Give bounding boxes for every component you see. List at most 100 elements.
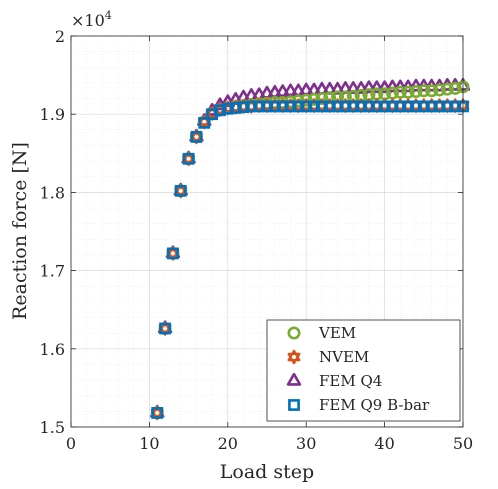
- data-point-hexagram: [182, 151, 196, 167]
- legend-marker-hexagram-part: [287, 352, 301, 365]
- data-point-square: [182, 152, 195, 165]
- data-point-square: [261, 100, 273, 113]
- data-point-square: [221, 102, 234, 115]
- x-tick-label: 30: [296, 434, 316, 453]
- data-point-circle: [432, 83, 446, 97]
- data-point-hexagram-part: [189, 129, 203, 142]
- legend-label: FEM Q4: [319, 372, 382, 390]
- data-point-circle: [385, 86, 399, 100]
- axis-ticks: [70, 35, 464, 428]
- data-point-square: [300, 100, 313, 113]
- x-tick-label: 0: [66, 434, 76, 453]
- data-point-square: [441, 100, 454, 113]
- y-tick-label: 1.6: [40, 340, 65, 359]
- y-tick-label: 1.5: [40, 418, 65, 437]
- data-point-hexagram-part: [166, 249, 180, 261]
- data-point-triangle: [385, 79, 400, 93]
- data-point-hexagram-part: [158, 324, 172, 336]
- data-point-hexagram-part: [174, 186, 188, 199]
- data-point-square: [355, 100, 367, 113]
- data-point-square: [167, 247, 179, 260]
- data-point-square: [347, 100, 360, 113]
- data-point-square: [410, 100, 422, 113]
- data-point-hexagram: [189, 129, 203, 145]
- data-point-square: [229, 102, 242, 114]
- data-point-hexagram-part: [182, 154, 196, 167]
- x-tick-label: 20: [218, 434, 238, 453]
- data-point-square: [237, 101, 250, 114]
- data-point-square: [190, 130, 203, 143]
- data-point-hexagram-part: [197, 114, 211, 127]
- data-point-square: [449, 100, 462, 113]
- data-point-square: [308, 100, 320, 113]
- x-tick-label: 10: [139, 434, 159, 453]
- data-point-circle: [315, 92, 329, 106]
- data-point-hexagram: [166, 246, 180, 261]
- data-point-square: [151, 407, 164, 419]
- data-point-triangle: [369, 80, 384, 94]
- legend-entry: FEM Q4: [286, 372, 382, 390]
- data-point-square: [425, 100, 438, 113]
- legend-label: NVEM: [319, 348, 369, 366]
- data-point-square: [174, 184, 187, 197]
- x-tick-label: 40: [374, 434, 394, 453]
- y-axis-label: Reaction force [N]: [9, 142, 31, 320]
- data-point-circle: [401, 85, 415, 99]
- legend-entry: NVEM: [287, 348, 369, 366]
- data-point-square: [198, 116, 211, 129]
- data-point-triangle: [393, 79, 408, 93]
- data-point-hexagram: [158, 321, 172, 336]
- data-point-hexagram: [150, 405, 164, 421]
- data-point-square: [386, 100, 399, 113]
- data-point-square: [394, 100, 407, 113]
- data-point-triangle: [361, 80, 377, 94]
- data-point-circle: [417, 84, 431, 98]
- data-point-square: [331, 100, 344, 113]
- legend-marker-hexagram: [287, 349, 301, 365]
- legend-marker-triangle: [286, 372, 302, 386]
- tick-labels: 0 10 20 30 40 50 1.5 1.6 1.7 1.8 1.9 2: [40, 27, 474, 453]
- data-point-circle: [448, 81, 462, 95]
- data-point-hexagram: [174, 183, 188, 199]
- y-exponent-label: ×104: [71, 9, 112, 30]
- data-point-square: [323, 100, 336, 113]
- data-point-circle: [425, 84, 439, 98]
- data-point-hexagram-part: [182, 151, 196, 163]
- y-tick-label: 1.8: [40, 183, 65, 202]
- data-point-circle: [440, 82, 454, 96]
- series-fem-q9-b-bar: [151, 100, 469, 419]
- data-point-square: [253, 100, 266, 113]
- data-point-square: [315, 100, 328, 113]
- data-point-square: [214, 104, 226, 117]
- data-point-hexagram-part: [158, 321, 172, 333]
- data-point-square: [159, 322, 171, 335]
- legend-entry: VEM: [287, 324, 356, 342]
- y-tick-label: 2: [55, 27, 65, 46]
- data-point-square: [378, 100, 391, 113]
- legend: VEM NVEM FEM Q4 FEM Q9 B-bar: [266, 319, 461, 422]
- legend-marker-square: [288, 399, 300, 411]
- y-tick-label: 1.9: [40, 105, 65, 124]
- data-point-hexagram-part: [166, 246, 180, 258]
- data-point-square: [292, 100, 305, 113]
- data-point-circle: [307, 92, 321, 106]
- data-point-hexagram-part: [189, 132, 203, 145]
- data-point-triangle: [283, 83, 298, 97]
- data-point-circle: [299, 93, 313, 107]
- data-point-circle: [393, 85, 407, 99]
- data-point-square: [245, 100, 258, 113]
- data-point-square: [276, 100, 289, 113]
- data-point-square: [370, 100, 383, 113]
- data-point-hexagram-part: [174, 183, 188, 196]
- x-axis-label: Load step: [220, 461, 314, 483]
- data-point-hexagram-part: [150, 405, 164, 418]
- data-point-square: [433, 100, 446, 113]
- plot-frame: [70, 35, 464, 428]
- legend-label: FEM Q9 B-bar: [319, 396, 430, 414]
- legend-entry: FEM Q9 B-bar: [288, 396, 430, 414]
- data-point-square: [339, 100, 352, 113]
- series-layer: [150, 77, 471, 421]
- data-point-square: [402, 100, 415, 113]
- data-point-circle: [409, 85, 423, 99]
